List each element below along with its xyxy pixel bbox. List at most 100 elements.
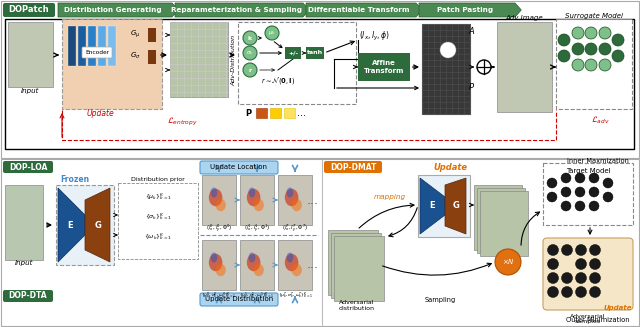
Bar	[474, 185, 522, 250]
Circle shape	[603, 178, 613, 188]
Text: distribution: distribution	[339, 305, 375, 311]
Ellipse shape	[287, 187, 293, 198]
Text: Target Model: Target Model	[566, 168, 611, 174]
Polygon shape	[58, 188, 85, 262]
Circle shape	[575, 245, 586, 255]
Text: $G_\sigma$: $G_\sigma$	[130, 51, 140, 61]
Bar	[358, 53, 410, 81]
Text: $(l^1_{x}, l^1_{y}, \Phi^1)$: $(l^1_{x}, l^1_{y}, \Phi^1)$	[244, 223, 270, 235]
Text: Update: Update	[433, 163, 467, 171]
Ellipse shape	[216, 199, 226, 211]
Text: Update: Update	[86, 109, 114, 117]
Circle shape	[585, 43, 597, 55]
Circle shape	[599, 27, 611, 39]
Ellipse shape	[292, 199, 302, 211]
Circle shape	[495, 249, 521, 275]
Circle shape	[575, 259, 586, 269]
Ellipse shape	[216, 264, 226, 276]
Ellipse shape	[253, 199, 264, 211]
Circle shape	[589, 272, 600, 284]
Circle shape	[589, 201, 599, 211]
Bar	[118, 183, 198, 259]
Text: A: A	[468, 27, 474, 37]
Text: ...: ...	[298, 108, 307, 118]
Circle shape	[572, 43, 584, 55]
Circle shape	[589, 245, 600, 255]
Polygon shape	[306, 3, 422, 17]
FancyBboxPatch shape	[3, 161, 53, 173]
Circle shape	[547, 272, 559, 284]
Bar	[5, 19, 634, 149]
Ellipse shape	[285, 189, 298, 206]
Bar	[98, 26, 106, 66]
Bar	[270, 108, 281, 118]
Circle shape	[589, 187, 599, 197]
Ellipse shape	[248, 252, 255, 263]
Circle shape	[547, 259, 559, 269]
FancyBboxPatch shape	[3, 3, 55, 17]
Text: $\times N$: $\times N$	[502, 257, 515, 267]
Circle shape	[612, 50, 624, 62]
Text: Distribution Generating: Distribution Generating	[64, 7, 161, 13]
Circle shape	[589, 173, 599, 183]
Text: Differentiable Transform: Differentiable Transform	[308, 7, 410, 13]
Text: $(l^T_{x}, l^T_{y}, \Phi^T)$: $(l^T_{x}, l^T_{y}, \Phi^T)$	[282, 223, 308, 235]
Text: $\mathcal{L}_{adv}$: $\mathcal{L}_{adv}$	[591, 114, 609, 126]
Polygon shape	[420, 178, 445, 234]
Ellipse shape	[292, 264, 302, 276]
Text: $\sigma_k$: $\sigma_k$	[246, 49, 254, 57]
Text: Update: Update	[604, 305, 632, 311]
Circle shape	[243, 31, 257, 45]
Circle shape	[561, 187, 571, 197]
Circle shape	[599, 43, 611, 55]
Text: Update Distribution: Update Distribution	[205, 297, 273, 302]
Ellipse shape	[211, 252, 218, 263]
Text: k: k	[248, 36, 252, 41]
Text: r: r	[248, 67, 252, 73]
Polygon shape	[85, 188, 110, 262]
Polygon shape	[445, 178, 466, 234]
Circle shape	[575, 173, 585, 183]
Circle shape	[589, 259, 600, 269]
FancyBboxPatch shape	[3, 290, 53, 302]
Circle shape	[547, 245, 559, 255]
Bar	[1, 159, 639, 326]
Circle shape	[558, 50, 570, 62]
Ellipse shape	[287, 252, 293, 263]
Text: G: G	[452, 201, 460, 211]
Bar	[278, 175, 312, 225]
Text: samples: samples	[575, 319, 601, 324]
Circle shape	[440, 42, 456, 58]
Ellipse shape	[247, 254, 260, 271]
Text: $(l_x, l_y, \phi)$: $(l_x, l_y, \phi)$	[360, 29, 390, 43]
Circle shape	[575, 286, 586, 298]
Text: Adv-Distribution: Adv-Distribution	[232, 34, 237, 86]
Bar	[240, 240, 274, 290]
Bar	[543, 163, 633, 225]
Bar	[148, 28, 156, 42]
Circle shape	[561, 272, 573, 284]
Circle shape	[243, 46, 257, 60]
Text: Distribution prior: Distribution prior	[131, 177, 185, 181]
Circle shape	[575, 201, 585, 211]
Text: $\{\mu^T_k, \sigma^T_k, \omega^T_k\}_{k=1}^K$: $\{\mu^T_k, \sigma^T_k, \omega^T_k\}_{k=…	[278, 291, 312, 301]
Ellipse shape	[285, 254, 298, 271]
Bar	[238, 22, 356, 104]
Text: $\{\mu^0_k, \sigma^0_k, \omega^0_k\}_{k=1}^K$: $\{\mu^0_k, \sigma^0_k, \omega^0_k\}_{k=…	[202, 291, 237, 301]
Ellipse shape	[209, 189, 223, 206]
Text: ...: ...	[307, 194, 319, 206]
Text: Patch Pasting: Patch Pasting	[437, 7, 493, 13]
Text: $\{\omega_k\}_{k=1}^K$: $\{\omega_k\}_{k=1}^K$	[144, 232, 172, 242]
Text: Affine: Affine	[372, 60, 396, 66]
Text: DOP-DMAT: DOP-DMAT	[330, 163, 376, 171]
Bar	[284, 108, 295, 118]
Bar	[285, 47, 301, 59]
Bar	[497, 22, 552, 112]
FancyBboxPatch shape	[200, 293, 278, 306]
Circle shape	[612, 34, 624, 46]
Text: DOP-DTA: DOP-DTA	[9, 291, 47, 301]
Text: Outer Minimization: Outer Minimization	[566, 317, 630, 323]
Circle shape	[561, 201, 571, 211]
FancyBboxPatch shape	[200, 161, 278, 174]
FancyBboxPatch shape	[82, 47, 112, 58]
